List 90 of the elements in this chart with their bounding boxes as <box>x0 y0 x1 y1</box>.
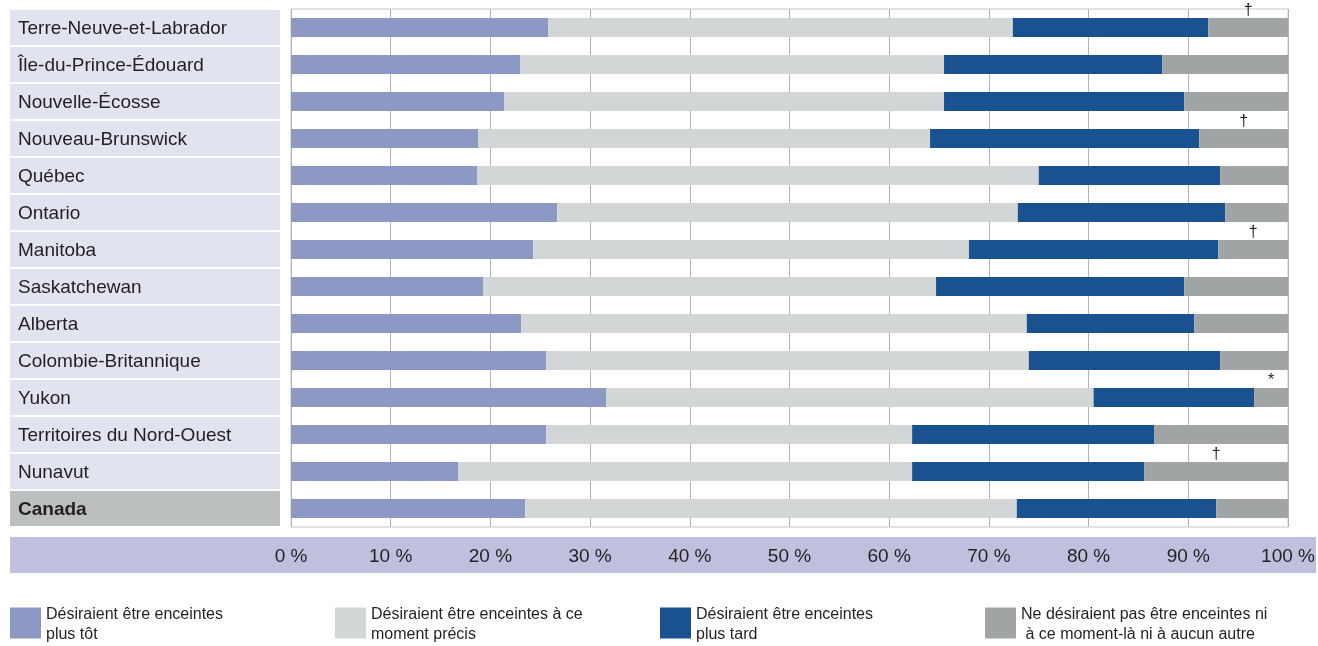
legend-label: Ne désiraient pas être enceintes ni à ce moment-là ni à aucun autre <box>1021 604 1268 642</box>
bar <box>291 240 534 259</box>
bar <box>546 351 1029 370</box>
bar <box>1208 18 1288 37</box>
bar <box>1144 462 1288 481</box>
bar <box>1016 499 1217 518</box>
data-label: † <box>1248 222 1258 240</box>
data-label: † <box>1239 111 1249 129</box>
bar <box>291 129 479 148</box>
y-tick-label: Nouveau-Brunswick <box>18 128 188 149</box>
bar <box>1194 314 1288 333</box>
bar <box>291 425 547 444</box>
bar <box>477 166 1039 185</box>
bar <box>1218 240 1288 259</box>
x-tick-label: 50 % <box>767 545 812 566</box>
bar <box>936 277 1185 296</box>
y-tick-label: Territoires du Nord-Ouest <box>18 424 233 445</box>
bar <box>930 129 1200 148</box>
bar <box>291 499 526 518</box>
bar <box>546 425 913 444</box>
x-tick-label: 10 % <box>369 545 413 566</box>
data-label: † <box>1211 444 1221 462</box>
x-tick-label: 60 % <box>867 545 911 566</box>
bar <box>525 499 1017 518</box>
bar <box>533 240 969 259</box>
legend-label: Désiraient être enceintes plus tard <box>696 604 878 642</box>
y-tick-label: Canada <box>18 498 88 519</box>
legend-label: Désiraient être enceintes plus tôt <box>46 604 228 642</box>
bar <box>606 388 1094 407</box>
bar <box>478 129 931 148</box>
y-tick-label: Yukon <box>18 387 71 408</box>
bar <box>483 277 937 296</box>
bar <box>548 18 1013 37</box>
bar <box>1093 388 1255 407</box>
bar <box>1220 351 1288 370</box>
bar <box>291 277 484 296</box>
bar <box>1017 203 1226 222</box>
y-tick-label: Québec <box>18 165 85 186</box>
x-tick-label: 70 % <box>967 545 1011 566</box>
bar <box>291 55 521 74</box>
bar <box>520 55 945 74</box>
bar <box>1028 351 1221 370</box>
bar <box>291 314 522 333</box>
y-tick-label: Nunavut <box>18 461 90 482</box>
y-tick-label: Ontario <box>18 202 81 223</box>
bar <box>521 314 1027 333</box>
bar <box>504 92 945 111</box>
x-tick-label: 40 % <box>668 545 712 566</box>
bar <box>1026 314 1195 333</box>
bar <box>1225 203 1288 222</box>
bar <box>458 462 913 481</box>
bar <box>912 425 1155 444</box>
y-tick-label: Colombie-Britannique <box>18 350 201 371</box>
bar <box>1162 55 1288 74</box>
legend-label: Désiraient être enceintes à ce moment précis <box>371 604 588 642</box>
y-tick-label: Terre-Neuve-et-Labrador <box>18 17 228 38</box>
bar <box>557 203 1018 222</box>
bar <box>1038 166 1221 185</box>
bar <box>944 92 1185 111</box>
bar <box>1184 92 1288 111</box>
y-tick-label: Nouvelle-Écosse <box>18 91 161 112</box>
y-tick-label: Île-du-Prince-Édouard <box>17 54 204 75</box>
bar <box>1254 388 1288 407</box>
bar <box>912 462 1145 481</box>
x-tick-label: 100 % <box>1261 545 1316 566</box>
bar <box>291 462 459 481</box>
bar <box>291 18 549 37</box>
bar <box>968 240 1219 259</box>
bar <box>1199 129 1288 148</box>
x-tick-label: 30 % <box>568 545 612 566</box>
bar <box>291 203 558 222</box>
bar <box>291 166 478 185</box>
x-tick-label: 90 % <box>1166 545 1211 566</box>
bar <box>1216 499 1288 518</box>
y-tick-label: Manitoba <box>18 239 97 260</box>
x-tick-label: 80 % <box>1066 545 1111 566</box>
bar <box>291 388 607 407</box>
data-label: † <box>1243 0 1253 18</box>
bar <box>291 351 547 370</box>
bar <box>1154 425 1288 444</box>
bar <box>1012 18 1209 37</box>
bar <box>291 92 505 111</box>
y-tick-label: Saskatchewan <box>18 276 142 297</box>
x-tick-label: 0 % <box>274 545 308 566</box>
y-tick-label: Alberta <box>18 313 79 334</box>
bar <box>1184 277 1288 296</box>
bar <box>944 55 1163 74</box>
data-label: * <box>1267 370 1275 388</box>
x-tick-label: 20 % <box>468 545 513 566</box>
bar <box>1220 166 1288 185</box>
